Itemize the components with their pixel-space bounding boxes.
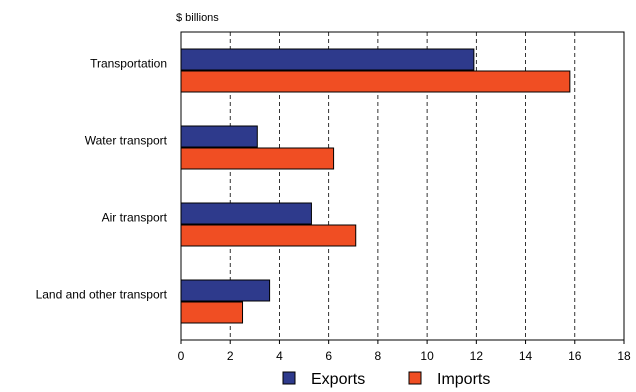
legend-swatch-imports (408, 371, 422, 385)
x-tick-label: 14 (519, 349, 533, 363)
x-tick-label: 18 (617, 349, 631, 363)
category-label: Water transport (85, 134, 168, 148)
plot-frame (180, 31, 625, 341)
legend-label-imports: Imports (437, 371, 490, 388)
x-axis-ticks: 0 2 4 6 8 10 12 14 16 18 (178, 340, 631, 363)
category-labels: Transportation Water transport Air transpo… (36, 57, 168, 302)
bars (180, 48, 571, 324)
x-tick-label: 8 (375, 349, 382, 363)
bar-imports-0 (180, 70, 571, 93)
bar-imports-3 (180, 301, 244, 324)
bar-imports-2 (180, 224, 357, 247)
unit-label: $ billions (176, 12, 219, 24)
legend: Exports Imports (282, 371, 490, 388)
category-label: Air transport (102, 211, 168, 225)
x-tick-label: 0 (178, 349, 185, 363)
bar-exports-1 (180, 125, 258, 148)
legend-swatch-exports (282, 371, 296, 385)
x-tick-label: 4 (276, 349, 283, 363)
bar-exports-3 (180, 279, 271, 302)
x-tick-label: 16 (568, 349, 582, 363)
x-tick-label: 12 (470, 349, 484, 363)
bar-exports-0 (180, 48, 475, 71)
bar-imports-1 (180, 147, 335, 170)
x-tick-label: 2 (227, 349, 234, 363)
x-tick-label: 6 (325, 349, 332, 363)
category-label: Land and other transport (36, 288, 168, 302)
bar-exports-2 (180, 202, 312, 225)
x-tick-label: 10 (420, 349, 434, 363)
legend-label-exports: Exports (311, 371, 365, 388)
category-label: Transportation (90, 57, 167, 71)
